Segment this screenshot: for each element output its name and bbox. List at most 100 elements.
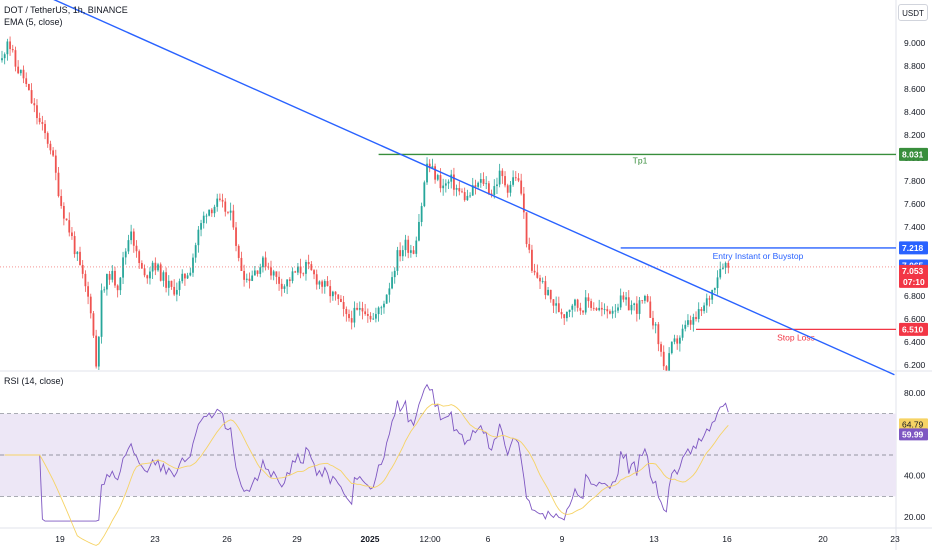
candle-body — [326, 281, 329, 287]
candle-body — [603, 309, 606, 310]
candle-body — [307, 262, 310, 265]
candle-body — [595, 308, 598, 311]
candle-body — [208, 209, 211, 216]
candle-body — [611, 310, 614, 314]
candle-body — [313, 270, 315, 275]
candle-body — [576, 299, 579, 308]
price-axis[interactable]: 9.0008.8008.6008.4008.2008.0007.8007.600… — [899, 38, 928, 522]
candle-body — [431, 166, 434, 169]
candle-body — [157, 264, 159, 271]
candle-body — [108, 274, 111, 280]
candle-body — [568, 309, 571, 313]
candle-body — [251, 275, 254, 281]
candle-body — [229, 210, 232, 213]
time-tick-label: 20 — [818, 534, 828, 544]
candle-body — [644, 295, 646, 301]
candle-body — [498, 170, 501, 185]
candle-body — [700, 309, 703, 312]
candle-body — [657, 324, 660, 345]
candle-body — [342, 302, 345, 309]
candle-body — [175, 289, 178, 295]
candle-body — [447, 181, 450, 184]
time-axis[interactable]: 19 23 26 29 2025 12:00 6 9 13 16 20 23 — [55, 534, 900, 544]
candle-body — [17, 66, 20, 74]
candle-body — [517, 178, 520, 181]
candle-body — [668, 353, 671, 371]
rsi-plot — [4, 383, 729, 546]
candle-body — [404, 239, 407, 251]
rsi-tick-label: 40.00 — [904, 471, 926, 481]
candle-body — [401, 250, 404, 257]
candle-body — [444, 183, 447, 186]
candle-body — [132, 231, 135, 246]
candle-body — [329, 286, 332, 297]
candle-body — [97, 336, 100, 367]
rsi-value-tag — [899, 428, 928, 441]
candle-body — [375, 314, 377, 319]
candle-body — [633, 303, 636, 305]
candle-body — [237, 245, 240, 258]
candle-body — [305, 262, 307, 274]
candle-body — [428, 163, 431, 169]
candle-body — [87, 286, 89, 297]
candle-body — [173, 286, 176, 295]
candle-body — [635, 303, 638, 314]
candle-body — [192, 257, 194, 273]
candle-body — [541, 281, 544, 282]
price-tick-label: 6.400 — [904, 337, 926, 347]
candle-body — [149, 271, 151, 279]
candle-body — [49, 143, 52, 151]
candle-body — [487, 183, 490, 194]
candle-body — [442, 185, 445, 189]
candle-body — [283, 286, 286, 289]
candle-body — [606, 309, 609, 312]
candle-body — [665, 366, 668, 371]
candle-body — [210, 209, 213, 214]
currency-button[interactable]: USDT — [898, 4, 928, 21]
candle-body — [587, 297, 590, 302]
candle-body — [479, 179, 482, 183]
candle-body — [44, 123, 46, 134]
candle-body — [194, 245, 197, 258]
candle-body — [563, 314, 566, 319]
candle-body — [641, 300, 644, 302]
candle-body — [6, 41, 9, 55]
price-tick-label: 8.200 — [904, 130, 926, 140]
candle-body — [167, 280, 170, 288]
level-price-tag-text: 6.510 — [902, 324, 924, 334]
time-tick-label: 12:00 — [419, 534, 441, 544]
candle-body — [140, 263, 143, 269]
candle-body — [310, 264, 313, 271]
time-tick-label: 13 — [649, 534, 659, 544]
candle-body — [92, 313, 95, 336]
candle-body — [278, 276, 280, 284]
candle-body — [33, 103, 36, 106]
candle-body — [245, 278, 248, 280]
candle-body — [453, 174, 455, 190]
candle-body — [673, 338, 676, 342]
candle-body — [407, 239, 410, 253]
candle-body — [235, 227, 237, 246]
candle-body — [713, 288, 716, 290]
candle-body — [560, 312, 563, 315]
candle-body — [331, 291, 334, 297]
rsi-line — [4, 383, 729, 522]
candle-body — [119, 277, 122, 291]
candle-body — [555, 303, 558, 306]
candle-body — [501, 170, 504, 177]
candle-body — [178, 281, 181, 290]
rsi-indicator-label: RSI (14, close) — [4, 376, 64, 386]
candle-body — [485, 183, 488, 185]
candle-body — [724, 262, 727, 268]
candle-body — [369, 315, 372, 320]
candle-body — [162, 272, 165, 281]
annotation-lines[interactable]: Tp1 Entry Instant or Buystop Stop Loss — [0, 0, 896, 376]
candle-body — [280, 283, 283, 289]
candle-body — [638, 300, 641, 314]
candle-body — [41, 122, 44, 124]
price-tick-label: 7.600 — [904, 199, 926, 209]
candle-body — [103, 289, 106, 291]
candle-body — [130, 231, 133, 241]
candle-body — [396, 250, 399, 271]
